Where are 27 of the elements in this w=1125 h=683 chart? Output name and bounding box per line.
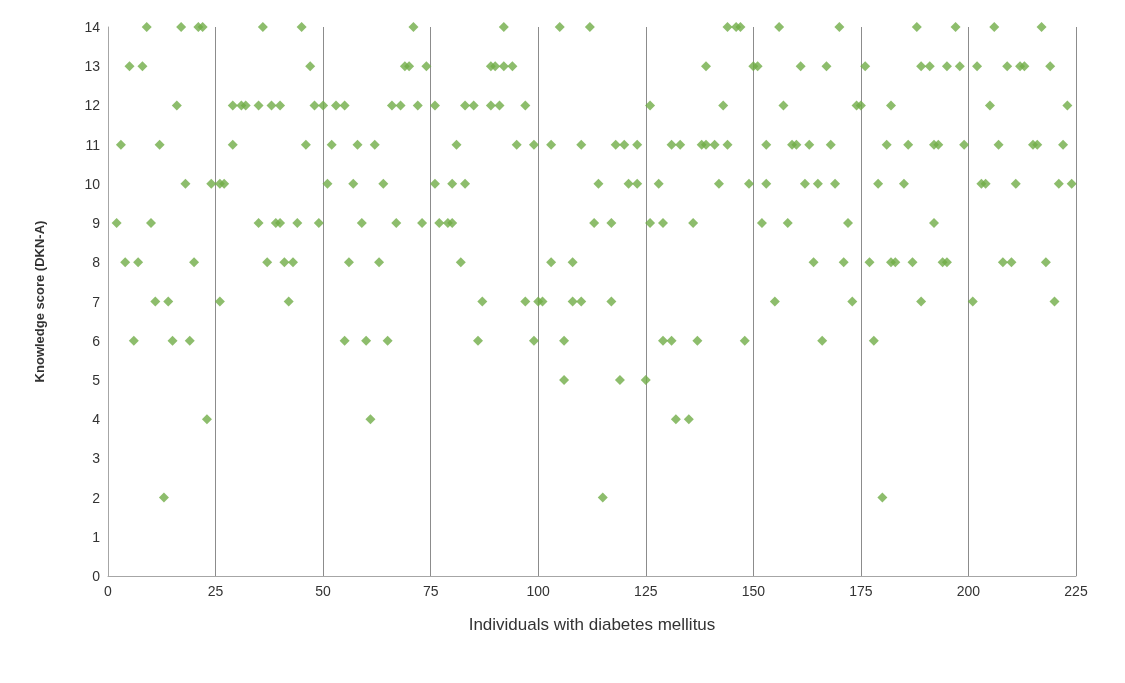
y-tick-label: 8 xyxy=(92,254,101,271)
y-tick-label: 14 xyxy=(84,19,101,35)
x-tick-label: 0 xyxy=(104,583,113,599)
y-tick-label: 5 xyxy=(92,371,101,388)
x-tick-label: 100 xyxy=(526,583,551,599)
x-tick-label: 175 xyxy=(849,583,873,599)
y-tick-label: 6 xyxy=(92,332,101,349)
x-tick-label: 200 xyxy=(956,583,981,599)
y-tick-label: 7 xyxy=(92,293,101,310)
y-tick-label: 0 xyxy=(92,568,101,584)
x-tick-label: 225 xyxy=(1064,583,1088,599)
y-tick-label: 2 xyxy=(92,489,101,506)
y-tick-label: 12 xyxy=(84,97,101,114)
y-tick-label: 11 xyxy=(85,136,101,153)
x-tick-label: 150 xyxy=(741,583,766,599)
y-tick-label: 13 xyxy=(84,58,101,75)
y-tick-label: 1 xyxy=(92,528,101,545)
y-tick-label: 10 xyxy=(84,175,101,192)
x-tick-label: 75 xyxy=(422,583,439,599)
y-tick-label: 9 xyxy=(92,215,101,232)
y-tick-label: 3 xyxy=(92,450,101,467)
x-axis-title: Individuals with diabetes mellitus xyxy=(468,615,716,634)
y-axis-title: Knowledge score (DKN-A) xyxy=(32,220,47,383)
x-tick-label: 50 xyxy=(315,583,332,599)
y-tick-label: 4 xyxy=(92,411,101,428)
x-tick-label: 25 xyxy=(207,583,224,599)
x-tick-label: 125 xyxy=(634,583,658,599)
